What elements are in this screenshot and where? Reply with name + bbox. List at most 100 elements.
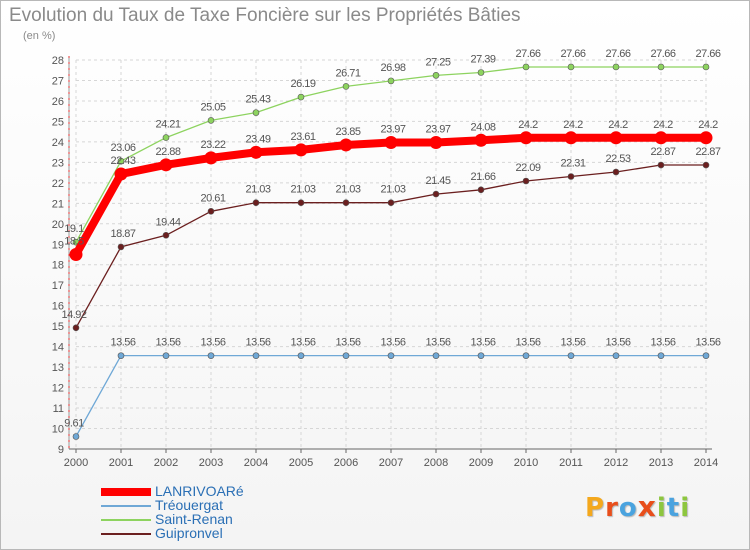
data-point <box>204 151 218 165</box>
data-point <box>702 161 710 169</box>
x-tick-label: 2007 <box>379 457 403 469</box>
data-label: 24.08 <box>470 121 495 133</box>
data-point <box>567 352 575 359</box>
x-tick-label: 2011 <box>559 457 583 469</box>
data-point <box>162 231 170 239</box>
logo-letter: r <box>605 493 619 523</box>
x-tick-label: 2014 <box>694 457 718 469</box>
data-label: 13.56 <box>695 337 720 349</box>
data-label: 9.61 <box>64 418 84 430</box>
logo-letter: P <box>585 493 606 523</box>
data-point <box>699 131 713 145</box>
data-label: 27.25 <box>425 56 450 68</box>
data-point <box>162 352 170 359</box>
data-point <box>477 186 485 194</box>
data-point <box>384 136 398 150</box>
data-label: 18.5 <box>64 236 84 248</box>
data-label: 23.61 <box>290 131 315 143</box>
x-tick-label: 2009 <box>469 457 493 469</box>
data-label: 21.66 <box>470 171 495 183</box>
data-point <box>654 131 668 145</box>
x-tick-label: 2013 <box>649 457 673 469</box>
data-label: 19.1 <box>64 223 84 235</box>
data-label: 23.22 <box>200 139 225 151</box>
data-point <box>477 69 485 76</box>
data-point <box>294 143 308 157</box>
data-point <box>657 352 665 359</box>
data-label: 13.56 <box>515 337 540 349</box>
data-point <box>159 158 173 172</box>
x-tick-label: 2002 <box>154 457 178 469</box>
data-label: 24.2 <box>518 119 538 131</box>
legend-swatch <box>101 527 151 541</box>
data-point <box>69 248 83 261</box>
data-label: 22.43 <box>110 155 135 167</box>
data-label: 22.87 <box>695 146 720 158</box>
y-tick-label: 23 <box>52 157 64 169</box>
x-tick-label: 2001 <box>109 457 133 469</box>
logo-letter: t <box>666 493 681 523</box>
data-label: 21.03 <box>380 184 405 196</box>
data-point <box>72 433 80 440</box>
x-tick-label: 2008 <box>424 457 448 469</box>
logo-letter: x <box>637 490 657 523</box>
data-label: 27.66 <box>605 48 630 60</box>
data-label: 13.56 <box>605 337 630 349</box>
data-label: 19.44 <box>155 216 180 228</box>
series-layer <box>69 63 713 440</box>
data-label: 14.92 <box>61 309 86 321</box>
data-label: 22.53 <box>605 153 630 165</box>
y-tick-label: 14 <box>52 342 64 354</box>
data-point <box>72 324 80 332</box>
data-point <box>612 168 620 176</box>
data-point <box>612 63 620 71</box>
data-label: 22.31 <box>560 157 585 169</box>
data-label: 13.56 <box>380 337 405 349</box>
x-tick-label: 2006 <box>334 457 358 469</box>
data-point <box>117 243 125 251</box>
data-label: 24.2 <box>563 119 583 131</box>
data-label: 13.56 <box>650 337 675 349</box>
data-label: 25.05 <box>200 101 225 113</box>
data-label: 23.97 <box>380 124 405 136</box>
data-point <box>522 63 530 71</box>
data-point <box>297 352 305 359</box>
logo-letter: o <box>618 493 638 523</box>
data-point <box>519 131 533 145</box>
data-point <box>162 134 170 141</box>
y-tick-label: 13 <box>52 362 64 374</box>
data-point <box>297 199 305 207</box>
series-saint-renan <box>72 63 710 246</box>
chart-title: Evolution du Taux de Taxe Foncière sur l… <box>9 5 521 26</box>
data-label: 13.56 <box>155 337 180 349</box>
y-tick-label: 9 <box>58 444 64 456</box>
y-tick-label: 18 <box>52 260 64 272</box>
data-label: 27.66 <box>695 48 720 60</box>
data-label: 21.03 <box>245 184 270 196</box>
y-tick-label: 16 <box>52 301 64 313</box>
y-tick-label: 27 <box>52 75 64 87</box>
logo-letter: i <box>680 493 691 523</box>
data-label: 13.56 <box>200 337 225 349</box>
data-point <box>387 77 395 85</box>
legend-swatch <box>101 485 151 499</box>
data-label: 27.66 <box>515 48 540 60</box>
data-label: 23.06 <box>110 142 135 154</box>
data-point <box>609 131 623 145</box>
data-point <box>342 199 350 207</box>
data-point <box>474 133 488 147</box>
data-point <box>564 131 578 145</box>
legend-swatch <box>101 513 151 527</box>
data-label: 18.87 <box>110 228 135 240</box>
x-tick-label: 2004 <box>244 457 268 469</box>
data-label: 26.19 <box>290 78 315 90</box>
data-label: 13.56 <box>335 337 360 349</box>
data-label: 21.03 <box>290 184 315 196</box>
data-label: 23.49 <box>245 133 270 145</box>
x-tick-label: 2012 <box>604 457 628 469</box>
data-point <box>612 352 620 359</box>
data-label: 22.88 <box>155 146 180 158</box>
data-point <box>252 199 260 207</box>
data-label: 24.2 <box>653 119 673 131</box>
